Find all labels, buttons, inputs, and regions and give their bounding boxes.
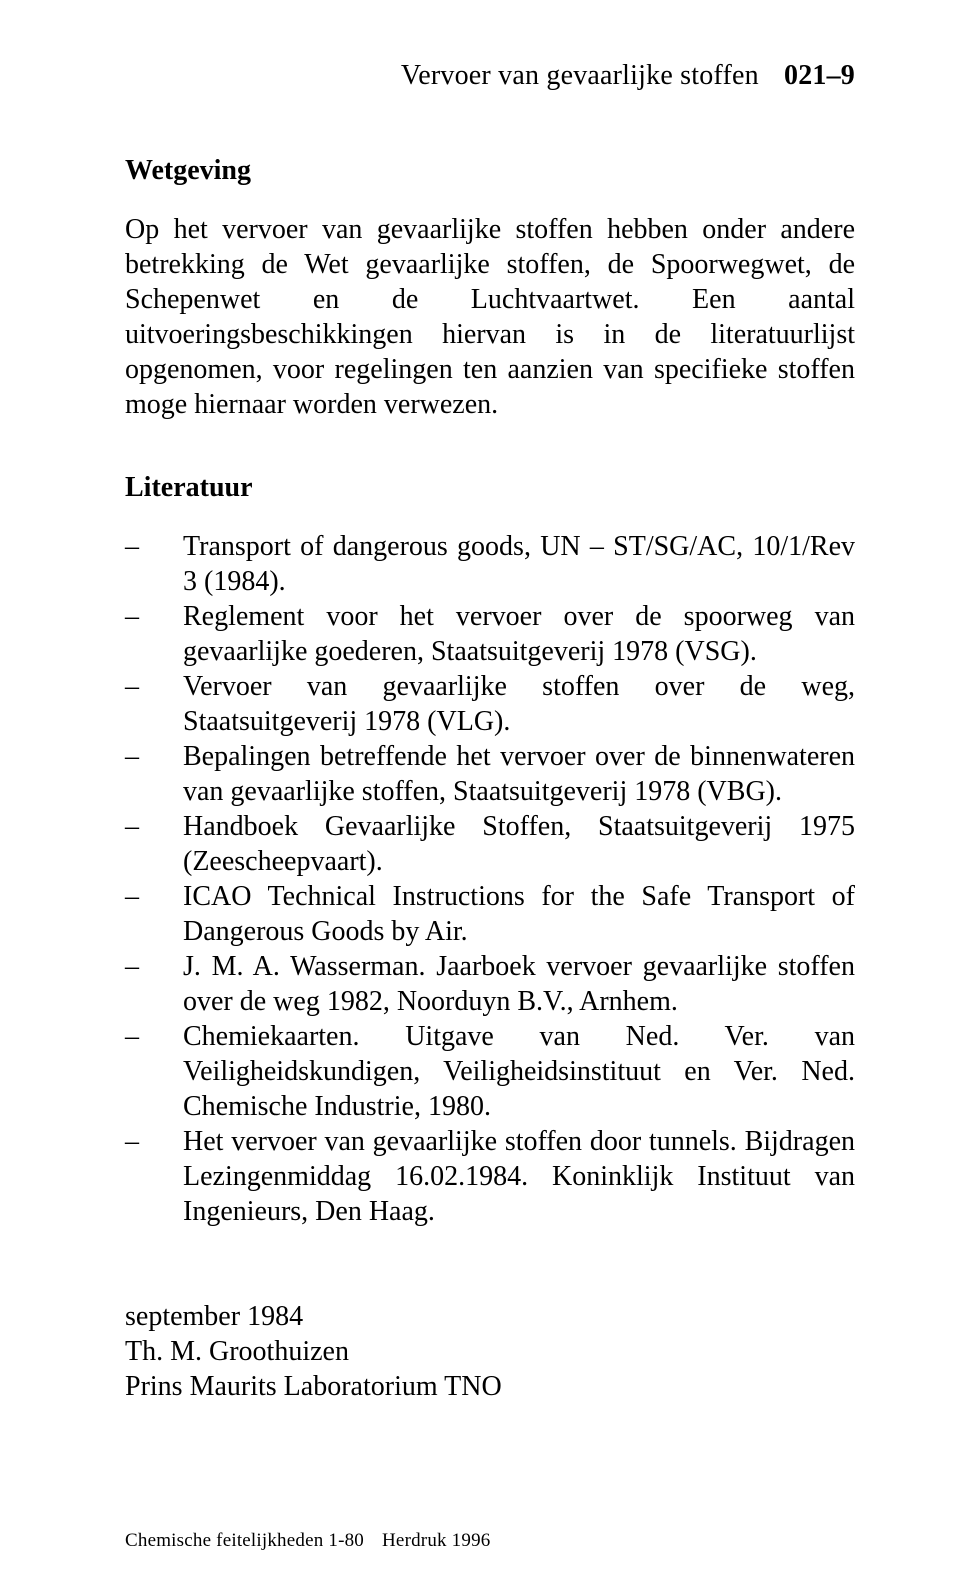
list-item: Handboek Gevaarlijke Stoffen, Staatsuitg…	[125, 809, 855, 879]
closing-block: september 1984 Th. M. Groothuizen Prins …	[125, 1299, 855, 1404]
list-item: Het vervoer van gevaarlijke stoffen door…	[125, 1124, 855, 1229]
closing-affiliation: Prins Maurits Laboratorium TNO	[125, 1369, 855, 1404]
footer-edition: Herdruk 1996	[382, 1530, 490, 1551]
list-item: Chemiekaarten. Uitgave van Ned. Ver. van…	[125, 1019, 855, 1124]
list-item: Vervoer van gevaarlijke stoffen over de …	[125, 669, 855, 739]
list-item: Reglement voor het vervoer over de spoor…	[125, 599, 855, 669]
literatuur-heading: Literatuur	[125, 470, 855, 505]
footer-series: Chemische feitelijkheden 1-80	[125, 1530, 364, 1551]
closing-author: Th. M. Groothuizen	[125, 1334, 855, 1369]
wetgeving-body: Op het vervoer van gevaarlijke stoffen h…	[125, 212, 855, 422]
footer: Chemische feitelijkheden 1-80 Herdruk 199…	[125, 1529, 490, 1553]
running-head: Vervoer van gevaarlijke stoffen 021–9	[125, 58, 855, 93]
literatuur-list: Transport of dangerous goods, UN – ST/SG…	[125, 529, 855, 1229]
list-item: ICAO Technical Instructions for the Safe…	[125, 879, 855, 949]
wetgeving-heading: Wetgeving	[125, 153, 855, 188]
list-item: Bepalingen betreffende het vervoer over …	[125, 739, 855, 809]
page: Vervoer van gevaarlijke stoffen 021–9 We…	[0, 0, 960, 1593]
closing-date: september 1984	[125, 1299, 855, 1334]
list-item: Transport of dangerous goods, UN – ST/SG…	[125, 529, 855, 599]
page-code: 021–9	[784, 60, 855, 91]
running-title: Vervoer van gevaarlijke stoffen	[401, 60, 759, 91]
list-item: J. M. A. Wasserman. Jaarboek vervoer gev…	[125, 949, 855, 1019]
